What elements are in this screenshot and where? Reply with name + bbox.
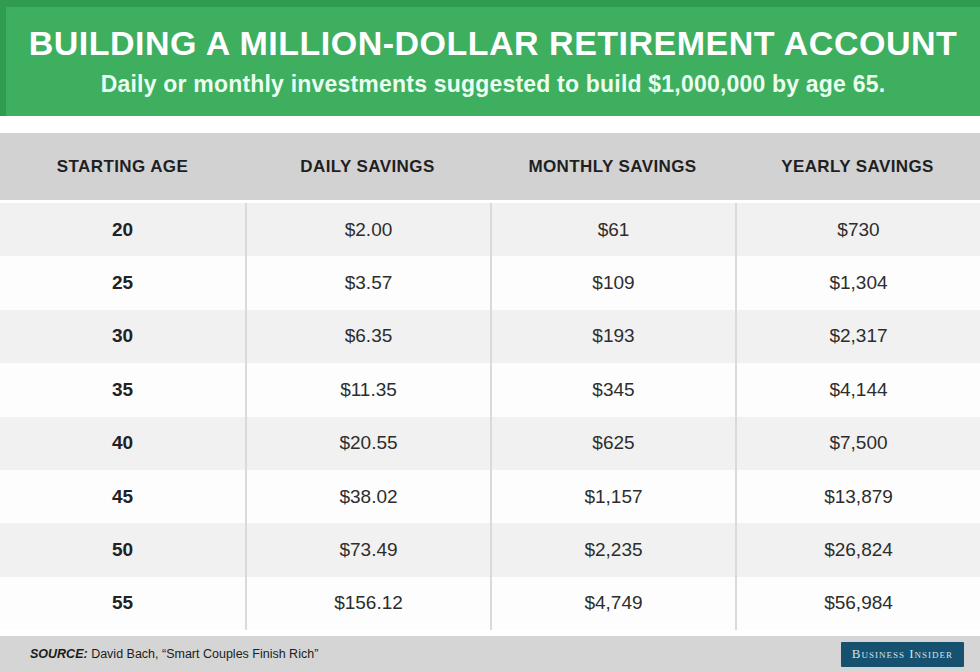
infographic: BUILDING A MILLION-DOLLAR RETIREMENT ACC…	[0, 0, 980, 672]
column-header-yearly-savings: YEARLY SAVINGS	[735, 157, 980, 177]
monthly-savings-cell: $4,749	[490, 577, 735, 630]
page-subtitle: Daily or monthly investments suggested t…	[101, 71, 886, 98]
monthly-savings-cell: $61	[490, 203, 735, 256]
banner: BUILDING A MILLION-DOLLAR RETIREMENT ACC…	[0, 0, 980, 116]
page-title: BUILDING A MILLION-DOLLAR RETIREMENT ACC…	[29, 25, 958, 62]
source-label: SOURCE:	[30, 647, 88, 661]
daily-savings-cell: $73.49	[245, 523, 490, 576]
daily-savings-cell: $6.35	[245, 310, 490, 363]
table-row: 35 $11.35 $345 $4,144	[0, 363, 980, 416]
footer: SOURCE: David Bach, “Smart Couples Finis…	[0, 636, 980, 672]
yearly-savings-cell: $56,984	[735, 577, 980, 630]
table-row: 45 $38.02 $1,157 $13,879	[0, 470, 980, 523]
age-cell: 45	[0, 470, 245, 523]
daily-savings-cell: $20.55	[245, 417, 490, 470]
daily-savings-cell: $2.00	[245, 203, 490, 256]
monthly-savings-cell: $1,157	[490, 470, 735, 523]
table-row: 40 $20.55 $625 $7,500	[0, 417, 980, 470]
table-row: 20 $2.00 $61 $730	[0, 203, 980, 256]
age-cell: 20	[0, 203, 245, 256]
daily-savings-cell: $3.57	[245, 256, 490, 309]
table-row: 25 $3.57 $109 $1,304	[0, 256, 980, 309]
table-row: 50 $73.49 $2,235 $26,824	[0, 523, 980, 576]
table-body: 20 $2.00 $61 $730 25 $3.57 $109 $1,304 3…	[0, 203, 980, 630]
yearly-savings-cell: $26,824	[735, 523, 980, 576]
monthly-savings-cell: $2,235	[490, 523, 735, 576]
daily-savings-cell: $38.02	[245, 470, 490, 523]
yearly-savings-cell: $2,317	[735, 310, 980, 363]
yearly-savings-cell: $7,500	[735, 417, 980, 470]
spacer	[0, 116, 980, 133]
age-cell: 55	[0, 577, 245, 630]
business-insider-logo: Business Insider	[841, 642, 964, 667]
yearly-savings-cell: $4,144	[735, 363, 980, 416]
column-header-daily-savings: DAILY SAVINGS	[245, 157, 490, 177]
yearly-savings-cell: $1,304	[735, 256, 980, 309]
source-credit: SOURCE: David Bach, “Smart Couples Finis…	[30, 647, 318, 661]
yearly-savings-cell: $730	[735, 203, 980, 256]
yearly-savings-cell: $13,879	[735, 470, 980, 523]
age-cell: 35	[0, 363, 245, 416]
daily-savings-cell: $156.12	[245, 577, 490, 630]
source-text: David Bach, “Smart Couples Finish Rich”	[88, 647, 319, 661]
monthly-savings-cell: $193	[490, 310, 735, 363]
daily-savings-cell: $11.35	[245, 363, 490, 416]
age-cell: 25	[0, 256, 245, 309]
column-header-starting-age: STARTING AGE	[0, 157, 245, 177]
monthly-savings-cell: $625	[490, 417, 735, 470]
age-cell: 50	[0, 523, 245, 576]
age-cell: 40	[0, 417, 245, 470]
monthly-savings-cell: $345	[490, 363, 735, 416]
age-cell: 30	[0, 310, 245, 363]
table-row: 55 $156.12 $4,749 $56,984	[0, 577, 980, 630]
table-row: 30 $6.35 $193 $2,317	[0, 310, 980, 363]
table-header-row: STARTING AGE DAILY SAVINGS MONTHLY SAVIN…	[0, 133, 980, 200]
column-header-monthly-savings: MONTHLY SAVINGS	[490, 157, 735, 177]
monthly-savings-cell: $109	[490, 256, 735, 309]
